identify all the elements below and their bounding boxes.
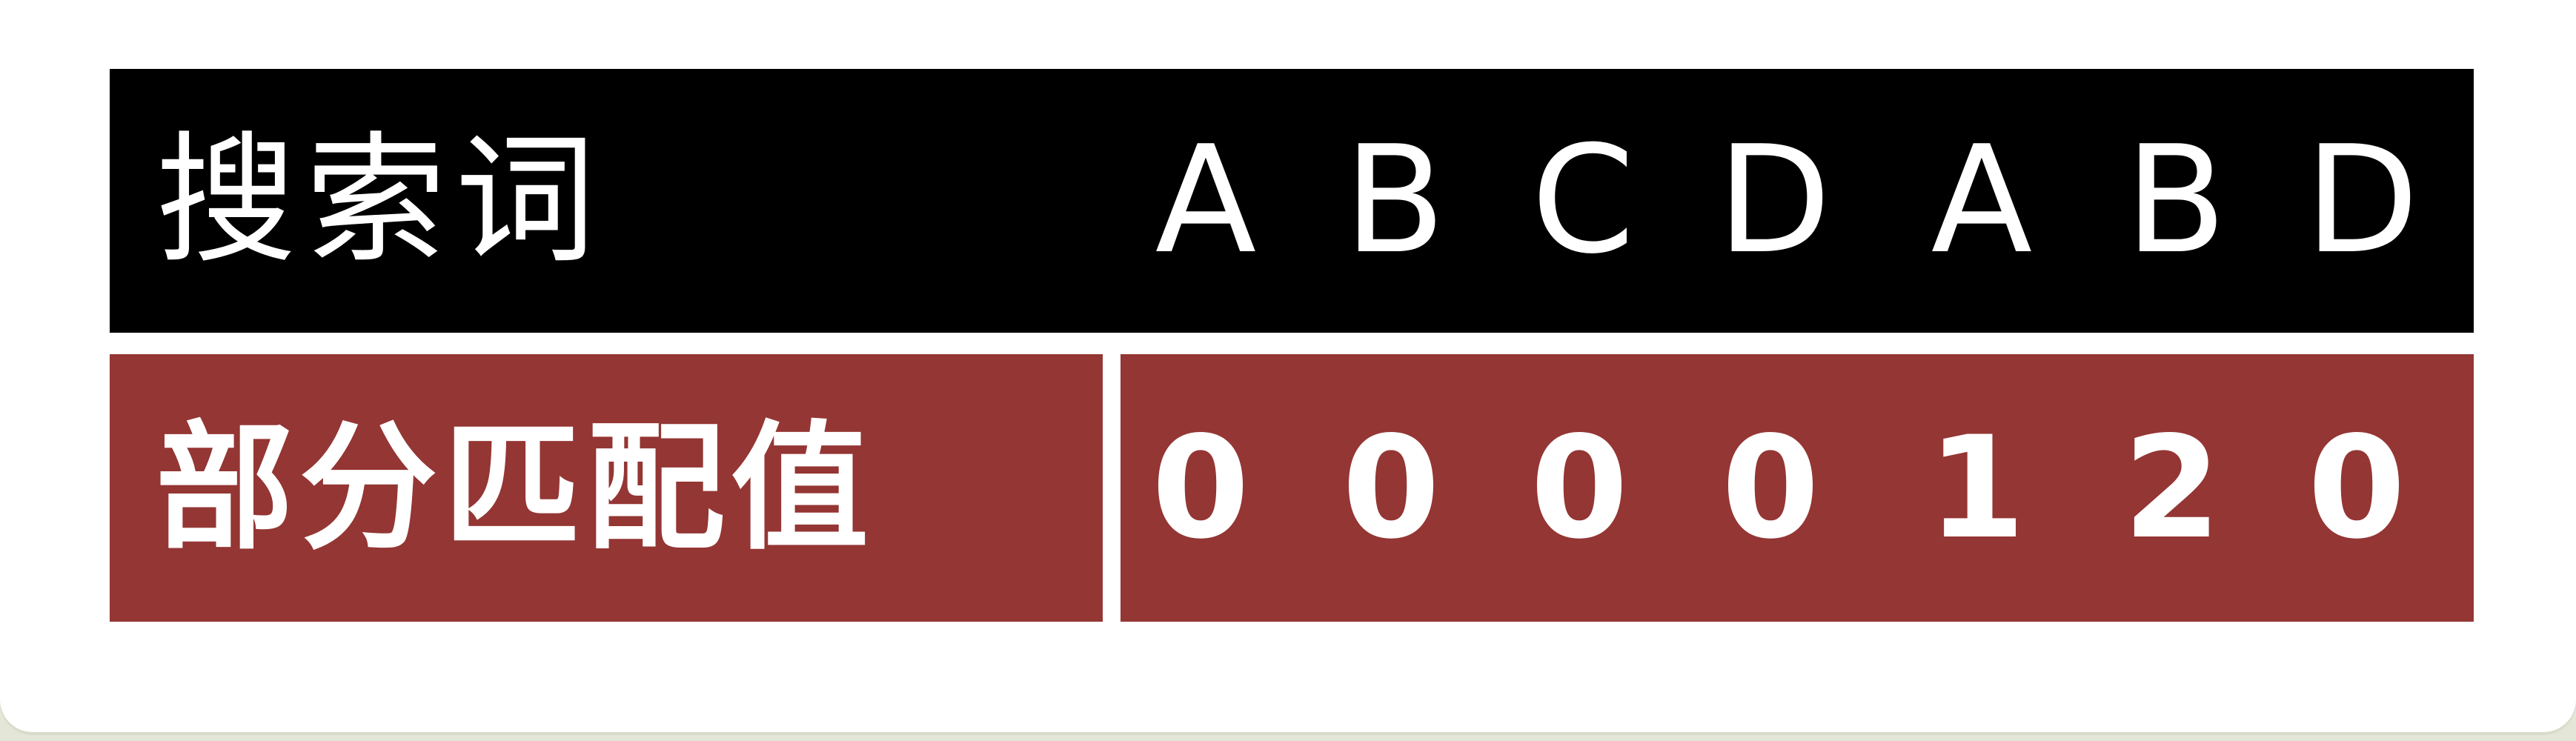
search-term-char: A <box>1931 114 2033 287</box>
search-term-char: A <box>1155 114 1257 287</box>
partial-match-value: 0 <box>1530 406 1629 570</box>
search-term-char: B <box>2125 114 2227 287</box>
partial-match-value: 2 <box>2122 406 2222 570</box>
partial-match-value: 0 <box>1721 406 1820 570</box>
partial-match-value: 1 <box>1927 406 2026 570</box>
search-term-char: C <box>1531 114 1635 287</box>
search-term-char: D <box>1716 114 1831 287</box>
partial-match-value: 0 <box>1151 406 1250 570</box>
partial-match-value-label: 部分匹配值 <box>156 408 875 568</box>
partial-match-values-cell <box>1121 354 2474 622</box>
partial-match-label-cell <box>110 354 1103 622</box>
partial-match-value: 0 <box>1341 406 1441 570</box>
partial-match-value: 0 <box>2307 406 2406 570</box>
search-term-row <box>110 69 2474 333</box>
search-term-char: B <box>1344 114 1446 287</box>
search-term-char: D <box>2304 114 2419 287</box>
search-term-label: 搜索词 <box>156 119 605 282</box>
